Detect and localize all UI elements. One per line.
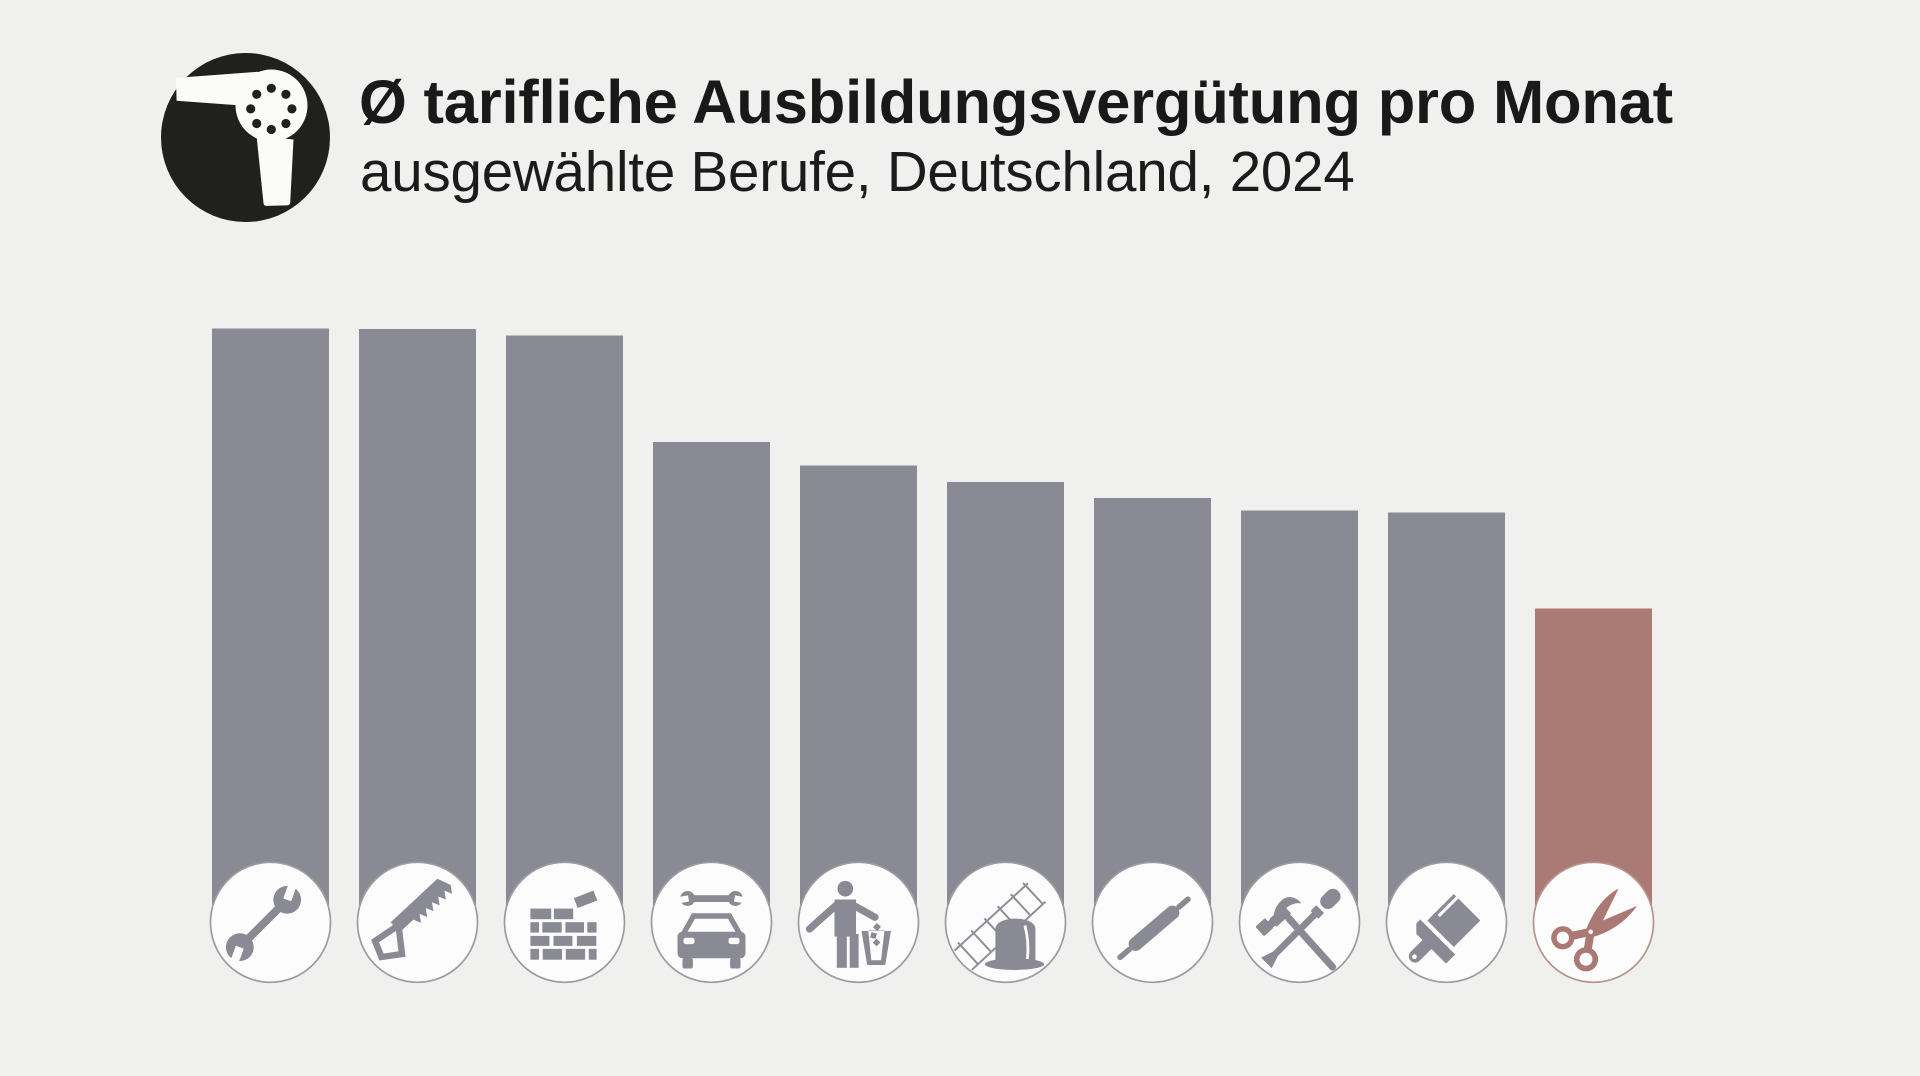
svg-text:ausgewählte Berufe, Deutschlan: ausgewählte Berufe, Deutschland, 2024 (360, 140, 1355, 203)
svg-text:Ø tarifliche Ausbildungsvergüt: Ø tarifliche Ausbildungsvergütung pro Mo… (359, 68, 1673, 137)
